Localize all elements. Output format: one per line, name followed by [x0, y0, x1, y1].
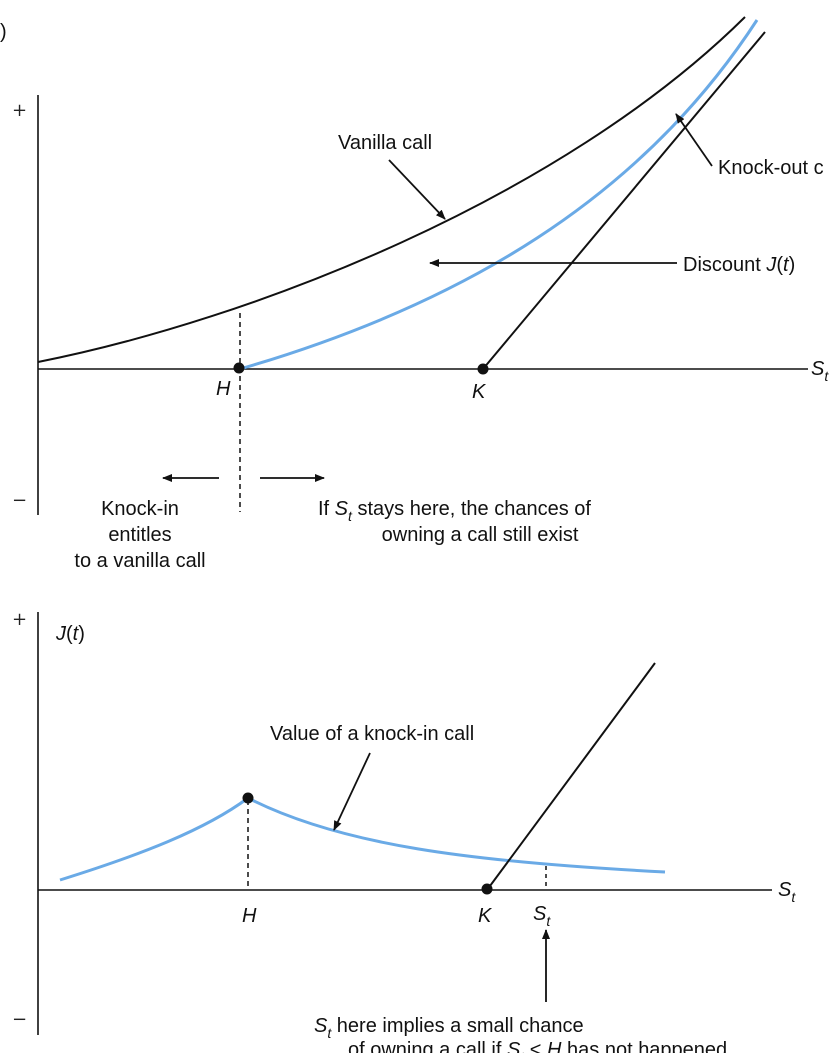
strike-point-a [477, 363, 489, 375]
value-knock-in-arrow [333, 752, 371, 831]
knock-in-text-line3: to a vanilla call [74, 550, 205, 572]
knock-out-call-curve [239, 19, 759, 371]
strike-point-b [481, 883, 493, 895]
panel-corner-label: ) [0, 21, 7, 43]
minus-sign-b: − [12, 1009, 27, 1030]
knock-in-text-line1: Knock-in [101, 498, 179, 520]
st-label-b: St [533, 903, 551, 929]
knock-in-value-curve-left [59, 796, 249, 882]
value-knock-in-label: Value of a knock-in call [270, 723, 474, 745]
note-line2: of owning a call if St < H has not happe… [348, 1039, 727, 1053]
h-label-a: H [216, 378, 231, 400]
vanilla-call-arrow [388, 159, 446, 220]
knock-out-arrow [675, 113, 713, 167]
knock-in-value-curve-right [247, 796, 666, 874]
panel-b: + − J(t) St H K St Value of a knock-in c… [12, 609, 796, 1053]
k-label-a: K [472, 381, 487, 403]
x-axis-label-a: St [811, 358, 829, 384]
note-line1: St here implies a small chance [314, 1015, 584, 1041]
vanilla-call-label: Vanilla call [338, 132, 432, 154]
discount-label: Discount J(t) [683, 254, 795, 276]
h-label-b: H [242, 905, 257, 927]
barrier-point-b [242, 792, 254, 804]
panel-a: ) + − St H K Vanilla call Knock-out c Di… [0, 16, 829, 572]
k-label-b: K [478, 905, 493, 927]
knock-in-text-line2: entitles [108, 524, 171, 546]
vanilla-call-curve [37, 16, 746, 363]
minus-sign-a: − [12, 490, 27, 511]
owning-call-text: owning a call still exist [382, 524, 579, 546]
plus-sign-a: + [12, 100, 27, 121]
barrier-point-a [233, 362, 245, 374]
plus-sign-b: + [12, 609, 27, 630]
payoff-line-b [486, 662, 656, 891]
payoff-line-a [482, 31, 766, 370]
x-axis-label-b: St [778, 879, 796, 905]
y-axis-label-b: J(t) [55, 623, 85, 645]
knock-out-label: Knock-out c [718, 157, 824, 179]
if-stays-here-text: If St stays here, the chances of [318, 498, 591, 524]
